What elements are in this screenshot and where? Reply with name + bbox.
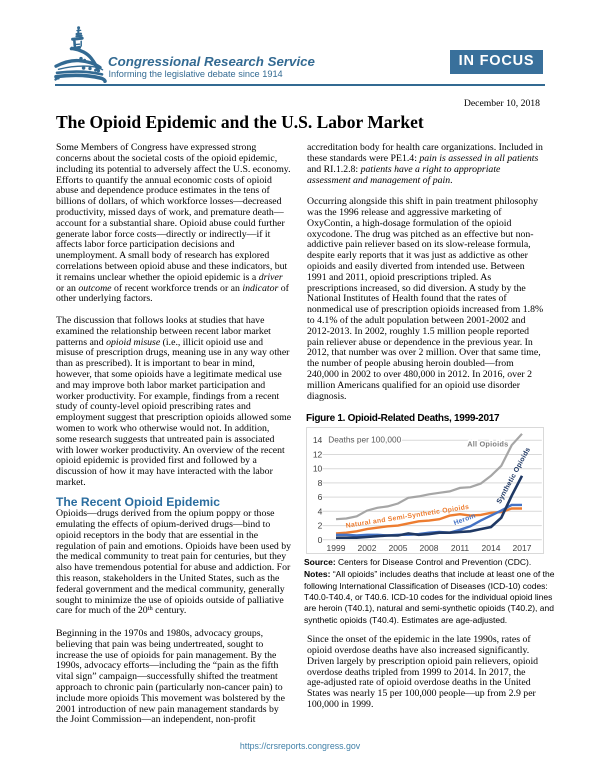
svg-text:4: 4 [318, 506, 323, 516]
svg-text:2: 2 [318, 520, 323, 530]
svg-text:6: 6 [318, 492, 323, 502]
svg-text:2008: 2008 [420, 543, 439, 553]
svg-text:All Opioids: All Opioids [467, 439, 508, 448]
svg-text:2014: 2014 [482, 543, 501, 553]
svg-text:Deaths per 100,000: Deaths per 100,000 [328, 434, 401, 444]
svg-text:10: 10 [313, 463, 323, 473]
svg-text:2017: 2017 [513, 543, 532, 553]
svg-text:8: 8 [318, 477, 323, 487]
svg-text:2002: 2002 [358, 543, 377, 553]
svg-text:1999: 1999 [327, 543, 346, 553]
svg-text:2005: 2005 [389, 543, 408, 553]
svg-text:2011: 2011 [451, 543, 470, 553]
svg-text:0: 0 [318, 534, 323, 544]
svg-text:12: 12 [313, 449, 323, 459]
svg-text:14: 14 [313, 435, 323, 445]
